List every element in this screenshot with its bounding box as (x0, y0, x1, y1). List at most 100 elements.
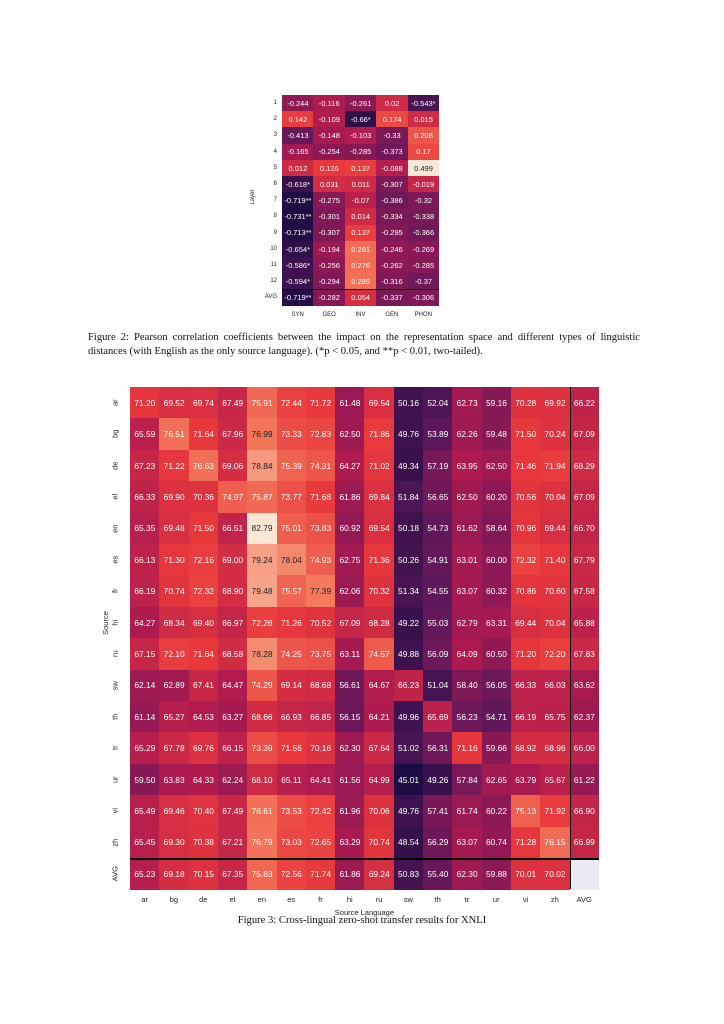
fig3-cell-vi-hi: 61.96 (335, 795, 365, 827)
fig3-cell-ur-ar: 59.50 (130, 763, 160, 796)
fig3-cell-en-vi: 70.96 (510, 512, 541, 545)
fig3-cell-ru-zh: 72.20 (540, 638, 570, 670)
fig3-cell-bg-el: 67.96 (217, 418, 248, 451)
fig3-cell-el-de: 70.36 (188, 481, 219, 513)
fig3-cell-sw-bg: 62.89 (159, 669, 189, 702)
fig3-cell-AVG-fr: 71.74 (305, 858, 336, 890)
fig3-cell-AVG-sw: 50.83 (393, 858, 424, 890)
fig3-cell-fr-es: 75.57 (276, 575, 307, 608)
fig3-cell-ru-el: 68.58 (217, 638, 248, 670)
fig3-cell-zh-de: 70.38 (188, 826, 219, 859)
fig3-cell-hi-ar: 64.27 (130, 606, 160, 639)
fig3-col-label-bg: bg (169, 894, 179, 904)
fig3-cell-sw-ar: 62.14 (130, 669, 160, 702)
fig3-cell-hi-ru: 68.28 (364, 606, 395, 639)
fig3-cell-vi-sw: 49.76 (393, 795, 424, 827)
fig3-cell-es-de: 72.16 (188, 544, 219, 576)
fig3-cell-el-zh: 70.04 (540, 481, 570, 513)
fig3-cell-es-ru: 71.36 (364, 544, 395, 576)
fig3-cell-el-en: 75.87 (247, 481, 277, 513)
fig3-row-label-AVG: AVG (110, 866, 120, 882)
fig3-cell-de-es: 75.39 (276, 449, 307, 482)
fig2-ylabel: Layer (250, 189, 256, 205)
fig3-cell-sw-hi: 56.61 (335, 669, 365, 702)
fig3-cell-sw-de: 67.41 (188, 669, 219, 702)
fig2-cell-r4-INV: -0.285 (344, 143, 377, 161)
fig3-cell-fr-th: 54.55 (423, 575, 453, 608)
fig3-cell-fr-ur: 60.32 (481, 575, 512, 608)
fig3-cell-th-ar: 61.14 (130, 701, 160, 733)
fig3-cell-es-es: 78.04 (276, 544, 307, 576)
fig3-cell-sw-en: 74.29 (247, 669, 277, 702)
fig2-cell-r9-GEN: -0.295 (376, 224, 408, 242)
fig3-cell-el-hi: 61.86 (335, 481, 365, 513)
fig3-cell-AVG-AVG (569, 858, 600, 890)
fig2-cell-r12-PHON: -0.37 (407, 273, 440, 290)
fig3-cell-vi-AVG: 66.90 (569, 795, 600, 827)
fig3-cell-ur-th: 49.26 (423, 763, 453, 796)
fig3-cell-hi-sw: 49.22 (393, 606, 424, 639)
fig3-cell-en-sw: 50.18 (393, 512, 424, 545)
fig3-cell-el-el: 74.97 (217, 481, 248, 513)
fig3-cell-fr-vi: 70.86 (510, 575, 541, 608)
fig3-cell-ru-th: 56.09 (423, 638, 453, 670)
fig3-cell-AVG-ar: 65.23 (130, 858, 160, 890)
fig2-cell-r8-SYN: -0.731** (282, 208, 314, 225)
fig3-cell-zh-AVG: 66.99 (569, 826, 600, 859)
fig3-cell-zh-th: 56.29 (423, 826, 453, 859)
fig2-cell-r7-PHON: -0.32 (407, 192, 440, 209)
fig2-row-label-10: 10 (270, 245, 277, 252)
fig3-col-label-AVG: AVG (576, 894, 592, 904)
fig3-cell-sw-el: 64.47 (217, 669, 248, 702)
fig2-cell-r1-GEO: -0.116 (313, 95, 346, 112)
fig3-cell-bg-de: 71.64 (188, 418, 219, 451)
fig2-cell-r8-GEO: -0.301 (313, 208, 346, 225)
fig3-cell-ru-vi: 71.20 (510, 638, 541, 670)
fig3-cell-AVG-tr: 62.30 (452, 858, 482, 890)
fig3-cell-th-AVG: 62.37 (569, 701, 600, 733)
figure3-caption: Figure 3: Cross-lingual zero-shot transf… (237, 915, 487, 926)
fig3-cell-bg-hi: 62.50 (335, 418, 365, 451)
fig3-cell-en-tr: 61.62 (452, 512, 482, 545)
fig3-cell-zh-hi: 63.29 (335, 826, 365, 859)
fig3-cell-zh-fr: 72.65 (305, 826, 336, 859)
fig3-cell-sw-es: 69.14 (276, 669, 307, 702)
fig3-cell-ur-ru: 64.99 (364, 763, 395, 796)
fig2-row-label-3: 3 (273, 132, 277, 139)
fig3-cell-zh-ru: 70.74 (364, 826, 395, 859)
fig3-cell-hi-zh: 70.04 (540, 606, 570, 639)
fig3-cell-tr-hi: 62.30 (335, 732, 365, 765)
fig3-cell-vi-tr: 61.74 (452, 795, 482, 827)
fig3-cell-th-sw: 49.96 (393, 701, 424, 733)
fig3-cell-fr-tr: 63.07 (452, 575, 482, 608)
fig3-cell-fr-AVG: 67.58 (569, 575, 600, 608)
fig2-cell-r10-PHON: -0.269 (407, 240, 440, 258)
fig2-cell-r7-INV: -0.07 (344, 192, 377, 209)
fig3-cell-ur-sw: 45.01 (393, 763, 424, 796)
fig3-cell-vi-th: 57.41 (423, 795, 453, 827)
fig3-col-label-fr: fr (318, 894, 323, 904)
fig3-row-label-ur: ur (110, 776, 120, 783)
fig2-cell-r8-PHON: -0.338 (407, 208, 440, 225)
fig3-cell-ur-hi: 61.56 (335, 763, 365, 796)
fig3-cell-tr-bg: 67.78 (159, 732, 189, 765)
fig3-cell-ar-es: 72.44 (276, 387, 307, 419)
fig3-cell-tr-vi: 68.92 (510, 732, 541, 765)
fig2-col-label-GEN: GEN (385, 311, 399, 318)
fig3-row-label-es: es (110, 555, 120, 564)
fig3-cell-zh-zh: 76.15 (540, 826, 570, 859)
fig3-cell-de-hi: 64.27 (335, 449, 365, 482)
fig2-cell-r3-GEN: -0.33 (376, 127, 408, 144)
fig2-cell-r11-SYN: -0.586* (282, 257, 314, 274)
fig3-cell-ur-fr: 64.41 (305, 763, 336, 796)
fig2-cell-r3-INV: -0.103 (344, 127, 377, 144)
fig3-cell-sw-sw: 66.23 (393, 669, 424, 702)
fig2-cell-r12-GEO: -0.294 (313, 273, 346, 290)
fig3-cell-bg-sw: 49.76 (393, 418, 424, 451)
fig3-row-label-th: th (110, 713, 120, 720)
fig3-cell-th-hi: 56.15 (335, 701, 365, 733)
fig3-cell-AVG-bg: 69.18 (159, 858, 189, 890)
fig3-cell-sw-zh: 66.03 (540, 669, 570, 702)
fig2-cell-rAVG-PHON: -0.306 (407, 289, 440, 306)
fig2-cell-r2-INV: -0.66* (344, 111, 377, 128)
